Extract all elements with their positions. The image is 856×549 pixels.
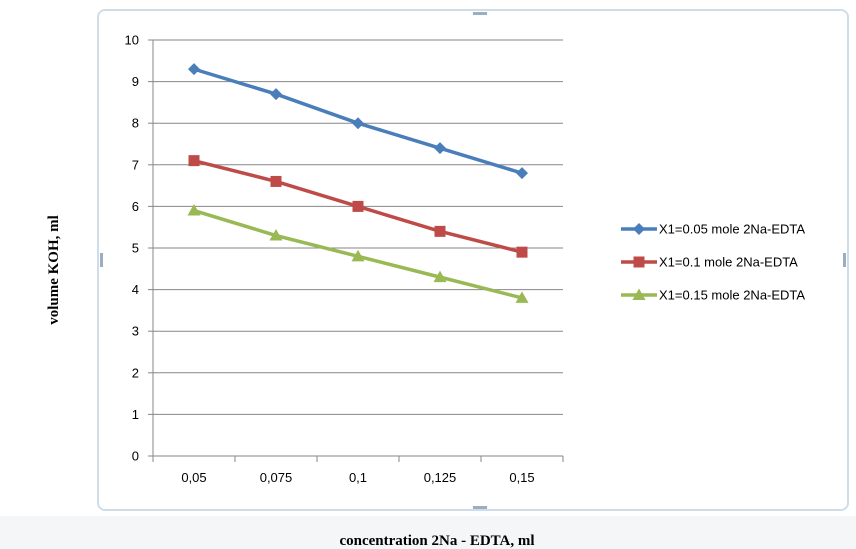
- x-tick-label: 0,05: [181, 470, 206, 485]
- legend-label: X1=0.15 mole 2Na-EDTA: [659, 288, 805, 303]
- bottom-band: [0, 516, 856, 549]
- legend: X1=0.05 mole 2Na-EDTA X1=0.1 mole 2Na-EDT…: [621, 222, 805, 303]
- data-point: [188, 155, 200, 167]
- y-tick-labels: 0 1 2 3 4 5 6 7 8 9 10: [125, 33, 139, 464]
- y-axis-title: volume KOH, ml: [46, 215, 62, 325]
- data-point: [270, 88, 282, 101]
- series: [187, 63, 529, 303]
- data-point: [516, 246, 528, 258]
- data-point: [352, 117, 364, 130]
- data-point: [434, 142, 446, 155]
- series-2: [188, 155, 528, 258]
- y-tick-label: 9: [132, 74, 139, 89]
- data-point: [433, 270, 447, 283]
- x-tick-label: 0,1: [349, 470, 367, 485]
- legend-item: X1=0.05 mole 2Na-EDTA: [621, 222, 805, 237]
- y-tick-label: 8: [132, 116, 139, 131]
- frame-handles: [100, 12, 846, 509]
- y-tick-label: 7: [132, 157, 139, 172]
- x-tick-label: 0,075: [260, 470, 293, 485]
- series-1: [188, 63, 528, 180]
- data-point: [352, 200, 364, 212]
- x-tick-label: 0,125: [424, 470, 457, 485]
- data-point: [434, 225, 446, 237]
- legend-item: X1=0.1 mole 2Na-EDTA: [621, 255, 798, 270]
- x-tick-labels: 0,05 0,075 0,1 0,125 0,15: [181, 470, 534, 485]
- data-point: [515, 291, 529, 303]
- legend-marker: [632, 288, 646, 300]
- legend-marker: [633, 223, 645, 235]
- axes: [148, 39, 564, 462]
- data-point: [188, 63, 200, 76]
- y-tick-label: 3: [132, 324, 139, 339]
- legend-label: X1=0.05 mole 2Na-EDTA: [659, 222, 805, 237]
- top-handle[interactable]: [473, 12, 487, 15]
- bottom-handle[interactable]: [473, 506, 487, 509]
- data-point: [187, 204, 201, 216]
- left-handle[interactable]: [100, 253, 103, 267]
- legend-marker: [633, 256, 645, 268]
- legend-item: X1=0.15 mole 2Na-EDTA: [621, 288, 805, 303]
- y-tick-label: 10: [125, 33, 139, 48]
- y-tick-label: 5: [132, 241, 139, 256]
- x-axis-title: concentration 2Na - EDTA, ml: [339, 533, 534, 549]
- y-tick-label: 1: [132, 407, 139, 422]
- data-point: [270, 175, 282, 187]
- y-tick-label: 6: [132, 199, 139, 214]
- right-handle[interactable]: [843, 253, 846, 267]
- y-tick-label: 2: [132, 365, 139, 380]
- chart-frame: [97, 9, 849, 511]
- data-point: [269, 229, 283, 241]
- legend-label: X1=0.1 mole 2Na-EDTA: [659, 255, 798, 270]
- y-tick-label: 4: [132, 282, 139, 297]
- y-tick-label: 0: [132, 449, 139, 464]
- data-point: [516, 167, 528, 180]
- data-point: [351, 249, 365, 262]
- gridlines: [153, 39, 563, 415]
- x-tick-label: 0,15: [509, 470, 534, 485]
- series-3: [187, 204, 529, 303]
